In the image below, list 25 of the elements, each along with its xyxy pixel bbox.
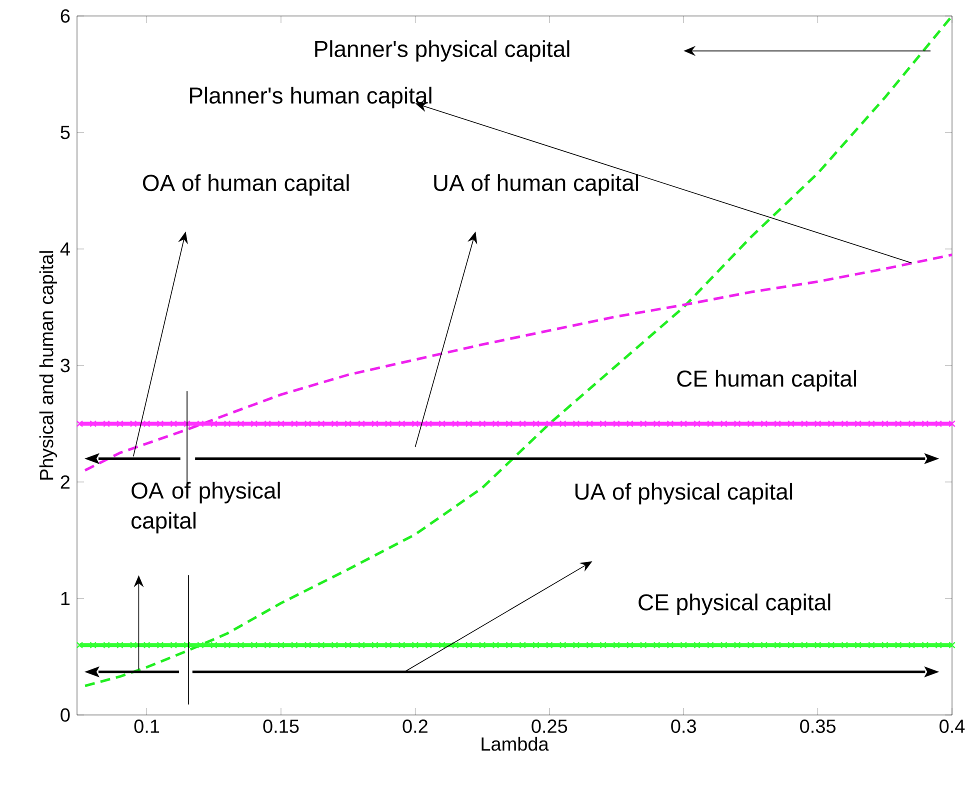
y-axis-title: Physical and human capital (39, 251, 58, 480)
annotation: UA of human capital (434, 174, 638, 196)
y-tick-label: 0 (60, 708, 70, 722)
x-tick-label: 0.25 (532, 720, 568, 733)
x-tick-label: 0.15 (263, 720, 299, 733)
annotation: Planner's human capital (190, 86, 432, 108)
y-tick-label: 4 (60, 242, 70, 256)
x-tick-label: 0.1 (134, 720, 160, 733)
annotation: Planner's physical capital (315, 40, 570, 62)
annotation: OA of physical capital (132, 482, 280, 534)
annotation: UA of physical capital (575, 482, 792, 504)
annotation: CE human capital (677, 370, 856, 392)
annotation: OA of human capital (143, 174, 349, 196)
y-tick-label: 3 (60, 358, 70, 372)
x-tick-label: 0.2 (402, 720, 428, 733)
y-tick-label: 2 (60, 475, 70, 489)
x-tick-label: 0.35 (800, 720, 836, 733)
x-tick-label: 0.4 (940, 720, 965, 733)
line-series (84, 16, 952, 688)
x-axis-title: Lambda (482, 736, 549, 751)
y-tick-label: 5 (60, 126, 70, 140)
x-tick-label: 0.3 (671, 720, 696, 733)
annotation: CE physical capital (638, 594, 830, 616)
y-tick-label: 1 (61, 592, 70, 606)
y-tick-label: 6 (60, 9, 70, 23)
